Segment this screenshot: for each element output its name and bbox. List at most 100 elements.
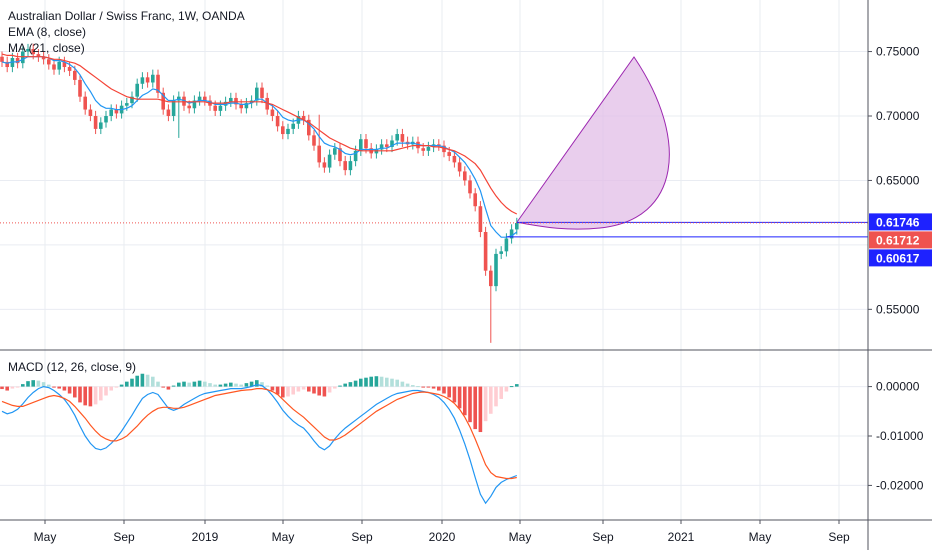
histogram-bar [260, 382, 264, 387]
histogram-bar [47, 384, 51, 387]
x-tick-label: Sep [351, 530, 373, 544]
histogram-bar [509, 386, 514, 388]
histogram-bar [296, 386, 301, 392]
macd-legend[interactable]: MACD (12, 26, close, 9) [8, 360, 137, 374]
histogram-bar [494, 386, 498, 407]
candle-body [83, 96, 87, 110]
histogram-bar [31, 380, 35, 387]
forecast-shape[interactable] [515, 56, 670, 230]
histogram-bar [265, 385, 269, 387]
histogram-bar [478, 386, 483, 433]
histogram-bar [104, 386, 108, 396]
candle-body [379, 144, 384, 150]
histogram-bar [463, 386, 467, 416]
candle-body [359, 139, 363, 151]
ma-line [1, 53, 518, 215]
candle-body [41, 56, 46, 60]
ema-legend[interactable]: EMA (8, close) [8, 25, 87, 39]
histogram-bar [400, 381, 405, 387]
histogram-bar [307, 386, 311, 392]
x-tick-label: May [34, 530, 57, 544]
ma-legend[interactable]: MA (21, close) [8, 41, 85, 55]
histogram-bar [213, 384, 217, 387]
histogram-bar [161, 386, 165, 388]
chart-legend: Australian Dollar / Swiss Franc, 1W, OAN… [8, 8, 245, 56]
candle-body [343, 161, 347, 171]
candle-body [52, 64, 56, 70]
candle-body [229, 97, 233, 102]
histogram-bar [447, 386, 451, 398]
histogram-bar [385, 377, 389, 387]
histogram-bar [468, 386, 472, 423]
histogram-bar [182, 381, 186, 387]
histogram-bar [15, 386, 20, 388]
histogram-bar [223, 383, 228, 387]
candle-body [327, 154, 332, 168]
histogram-bar [515, 384, 519, 387]
candle-body [307, 119, 311, 136]
candle-body [197, 96, 202, 101]
candle-body [468, 180, 472, 194]
histogram-bar [36, 380, 41, 387]
histogram-bar [395, 379, 399, 387]
candle-body [338, 148, 342, 162]
ema-line [1, 56, 518, 238]
candle-body [270, 109, 275, 116]
candle-body [390, 140, 394, 147]
x-tick-label: Sep [113, 530, 135, 544]
y-tick-label: 0.65000 [876, 173, 920, 187]
price-label: 0.61746 [876, 215, 920, 229]
histogram-bar [83, 386, 87, 406]
y-tick-label: 0.70000 [876, 109, 920, 123]
histogram-bar [187, 382, 191, 387]
x-tick-label: Sep [592, 530, 614, 544]
candle-body [125, 103, 129, 106]
histogram-bar [275, 386, 280, 395]
histogram-bar [244, 383, 249, 387]
histogram-bar [343, 383, 347, 387]
price-levels[interactable] [0, 221, 868, 238]
candle-body [130, 96, 134, 104]
price-label-bg [869, 249, 932, 267]
candle-body [322, 162, 327, 168]
indicator-lines [1, 53, 518, 505]
histogram-bar [130, 378, 134, 387]
x-tick-label: 2021 [668, 530, 695, 544]
candle-body [494, 253, 498, 287]
histogram-bar [26, 381, 30, 387]
candle-body [333, 148, 337, 155]
histogram-bar [270, 386, 275, 391]
candle-body [385, 144, 389, 147]
candle-body [192, 100, 197, 109]
candle-body [478, 206, 483, 232]
candle-body [312, 135, 316, 146]
histogram-bar [62, 386, 67, 391]
histogram-bar [218, 384, 223, 387]
candle-body [473, 193, 477, 207]
candle-body [187, 105, 191, 109]
candle-body [317, 145, 321, 163]
histogram-bar [156, 381, 160, 387]
candle-body [31, 48, 35, 55]
histogram-bar [67, 386, 72, 394]
candle-body [255, 87, 259, 101]
histogram-bar [203, 381, 207, 387]
candle-body [447, 152, 451, 156]
candle-body [489, 270, 493, 287]
histogram-bar [473, 386, 477, 430]
price-label: 0.61712 [876, 233, 920, 247]
candle-body [515, 222, 519, 230]
histogram-bar [416, 386, 420, 388]
candle-body [78, 79, 82, 97]
histogram-bar [109, 386, 113, 391]
candle-body [452, 155, 457, 163]
histogram-bar [374, 376, 379, 387]
candle-body [93, 116, 98, 129]
histogram-bar [234, 383, 238, 387]
histogram-bar [192, 381, 197, 387]
candle-body [57, 61, 61, 70]
histogram-bar [426, 386, 431, 388]
histogram-bar [322, 386, 327, 397]
forecast-area [515, 56, 670, 230]
